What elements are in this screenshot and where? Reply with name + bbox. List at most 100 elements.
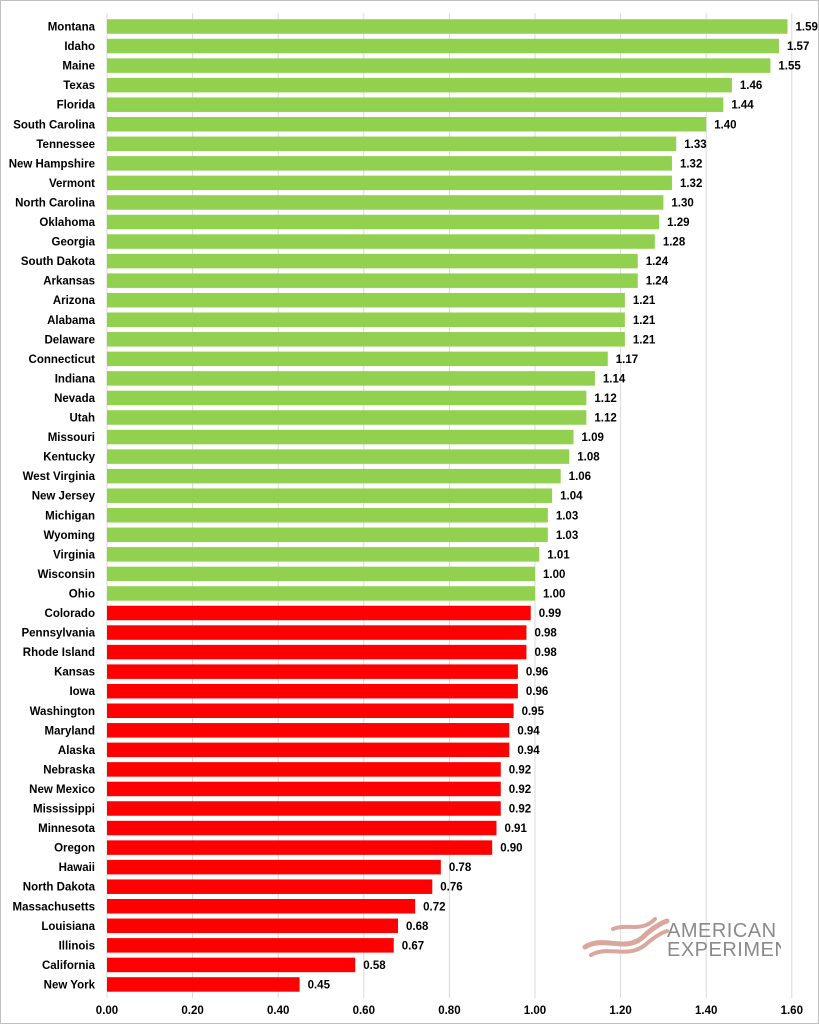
bar: [107, 38, 779, 54]
value-label: 1.04: [560, 491, 583, 503]
category-label: Indiana: [55, 373, 96, 385]
category-label: Nebraska: [43, 764, 95, 776]
category-label: Hawaii: [59, 862, 95, 874]
x-tick-label: 1.00: [524, 1005, 546, 1017]
bar: [107, 19, 788, 34]
bar: [107, 390, 587, 406]
bar: [107, 801, 501, 816]
bar: [107, 508, 548, 523]
value-label: 1.12: [594, 413, 616, 425]
value-label: 0.78: [449, 862, 472, 874]
bar: [107, 58, 771, 73]
bar: [107, 429, 574, 445]
value-label: 0.92: [509, 804, 531, 816]
value-label: 1.21: [633, 334, 656, 346]
category-label: Louisiana: [41, 921, 95, 933]
category-label: Nevada: [54, 393, 96, 405]
category-label: Texas: [63, 80, 95, 92]
value-label: 1.24: [646, 256, 669, 268]
category-label: Arkansas: [43, 276, 95, 288]
value-label: 1.24: [646, 276, 669, 288]
bar: [107, 175, 672, 191]
value-label: 1.12: [594, 393, 616, 405]
logo-line1: AMERICAN: [667, 920, 777, 942]
value-label: 0.92: [509, 784, 531, 796]
bar: [107, 77, 732, 93]
bar: [107, 566, 535, 582]
logo-flag-icon: [582, 917, 670, 957]
x-tick-label: 1.20: [609, 1005, 631, 1017]
value-label: 0.45: [308, 979, 331, 991]
value-label: 1.59: [796, 22, 818, 34]
bar: [107, 488, 553, 503]
value-label: 1.03: [556, 510, 578, 522]
bar: [107, 938, 394, 953]
bar: [107, 703, 514, 718]
value-label: 1.33: [684, 139, 706, 151]
category-label: Utah: [69, 413, 95, 425]
category-label: Maine: [62, 61, 95, 73]
category-label: Massachusetts: [13, 901, 95, 913]
value-label: 1.57: [787, 41, 809, 53]
category-label: Rhode Island: [23, 647, 95, 659]
bar: [107, 840, 493, 855]
bar: [107, 234, 655, 249]
value-label: 1.00: [543, 569, 565, 581]
value-label: 1.17: [616, 354, 638, 366]
american-experiment-logo: AMERICAN EXPERIMENT: [582, 917, 781, 961]
bar: [107, 332, 625, 347]
bar: [107, 664, 518, 679]
bar: [107, 410, 587, 425]
x-tick-label: 0.60: [353, 1005, 375, 1017]
bar: [107, 117, 707, 132]
value-label: 0.96: [526, 667, 548, 679]
category-label: Delaware: [44, 334, 95, 346]
category-label: Michigan: [45, 510, 95, 522]
value-label: 0.94: [517, 745, 540, 757]
x-tick-label: 0.40: [267, 1005, 289, 1017]
value-label: 1.30: [671, 197, 693, 209]
category-label: Connecticut: [29, 354, 96, 366]
category-label: Georgia: [52, 237, 96, 249]
value-label: 1.32: [680, 158, 702, 170]
x-tick-label: 0.20: [181, 1005, 203, 1017]
value-label: 1.46: [740, 80, 762, 92]
bar: [107, 351, 608, 367]
bar: [107, 292, 625, 308]
category-label: Arizona: [53, 295, 96, 307]
category-label: North Dakota: [23, 882, 96, 894]
bar: [107, 723, 510, 738]
value-label: 1.03: [556, 530, 578, 542]
bar: [107, 97, 724, 112]
value-label: 1.00: [543, 588, 565, 600]
bar: [107, 742, 510, 758]
value-label: 0.96: [526, 686, 548, 698]
value-label: 1.09: [582, 432, 604, 444]
category-label: Ohio: [69, 588, 95, 600]
value-label: 1.32: [680, 178, 702, 190]
x-tick-label: 0.80: [438, 1005, 460, 1017]
value-label: 0.98: [534, 647, 557, 659]
value-label: 0.95: [522, 706, 545, 718]
bar: [107, 762, 501, 777]
value-label: 1.06: [569, 471, 591, 483]
category-label: Tennessee: [36, 139, 95, 151]
x-tick-label: 1.40: [695, 1005, 717, 1017]
bar: [107, 156, 672, 171]
bar: [107, 371, 595, 386]
category-label: South Carolina: [13, 119, 95, 131]
bar: [107, 449, 570, 464]
category-label: Idaho: [64, 41, 95, 53]
category-label: Colorado: [45, 608, 95, 620]
bar: [107, 859, 441, 875]
category-label: New York: [44, 979, 96, 991]
category-label: New Jersey: [32, 491, 96, 503]
bar: [107, 273, 638, 288]
logo-line2: EXPERIMENT: [667, 939, 781, 961]
x-tick-label: 0.00: [96, 1005, 118, 1017]
value-labels: 1.59 1.57 1.55 1.46 1.44 1.40 1.33 1.32 1.32 1.30…: [308, 22, 818, 992]
category-label: Wisconsin: [38, 569, 95, 581]
category-label: Virginia: [53, 549, 96, 561]
value-label: 0.90: [500, 843, 522, 855]
